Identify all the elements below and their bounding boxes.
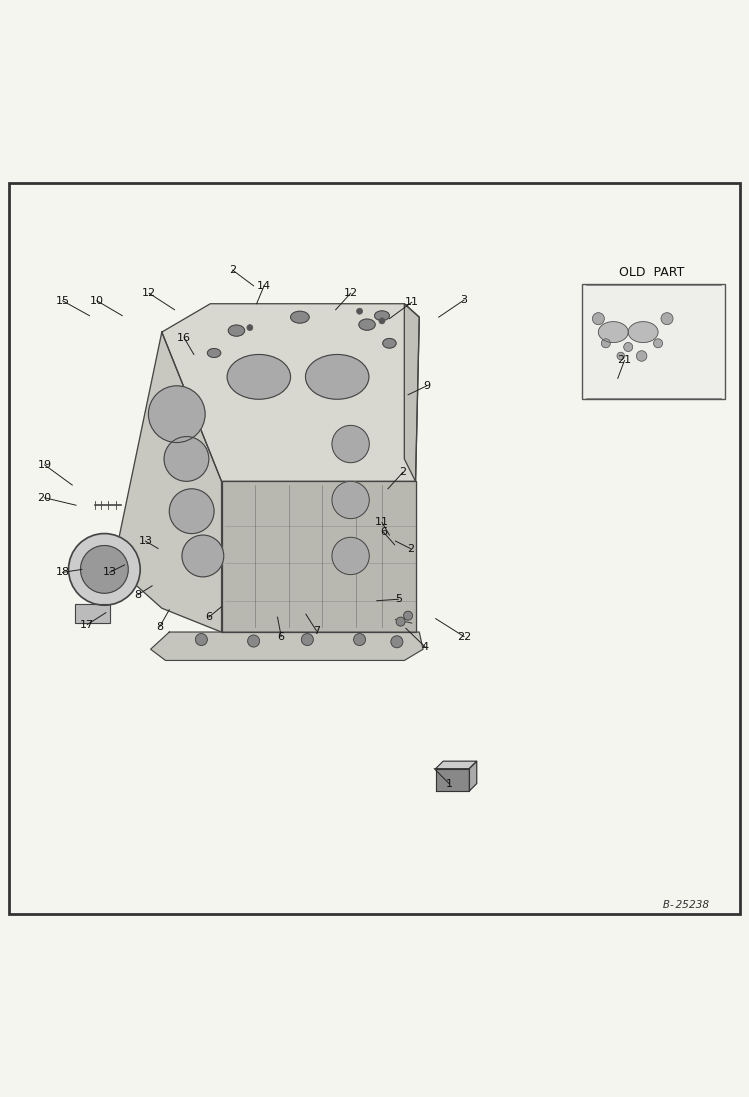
Text: 6: 6 [278,632,285,642]
Ellipse shape [359,319,375,330]
Text: 16: 16 [178,333,191,343]
Ellipse shape [374,310,389,320]
Circle shape [601,339,610,348]
Text: 7: 7 [313,625,320,635]
Circle shape [624,342,633,351]
Circle shape [637,351,647,361]
Text: 17: 17 [80,620,94,630]
Ellipse shape [207,349,221,358]
Circle shape [247,325,253,330]
Bar [74,604,110,623]
Polygon shape [404,304,419,482]
Bar [582,284,725,399]
Text: 12: 12 [142,289,157,298]
Ellipse shape [628,321,658,342]
Circle shape [332,482,369,519]
Polygon shape [113,332,222,632]
Text: 20: 20 [37,493,52,502]
Ellipse shape [228,325,245,336]
Text: 2: 2 [229,265,236,275]
Circle shape [396,618,405,626]
Text: 2: 2 [399,467,407,477]
Ellipse shape [291,312,309,324]
Circle shape [592,313,604,325]
Circle shape [248,635,260,647]
Text: 9: 9 [423,381,430,391]
Circle shape [391,636,403,647]
Text: 12: 12 [344,289,358,298]
Text: B-25238: B-25238 [663,901,710,911]
Polygon shape [222,482,416,632]
Text: 13: 13 [139,536,152,546]
Ellipse shape [306,354,369,399]
Circle shape [301,634,313,645]
Text: 13: 13 [103,567,117,577]
Text: OLD  PART: OLD PART [619,265,685,279]
Circle shape [354,634,366,645]
Circle shape [332,538,369,575]
Circle shape [379,318,385,324]
Ellipse shape [383,339,396,348]
Text: 1: 1 [446,779,452,789]
Polygon shape [162,304,419,482]
Text: 8: 8 [134,590,142,600]
Text: 10: 10 [90,296,104,306]
Text: 8: 8 [156,622,163,632]
Circle shape [195,634,207,645]
Polygon shape [436,761,476,769]
Ellipse shape [227,354,291,399]
Circle shape [182,535,224,577]
Circle shape [169,489,214,533]
Circle shape [148,386,205,442]
Text: 19: 19 [37,460,52,470]
Circle shape [654,339,663,348]
Polygon shape [436,769,470,791]
Circle shape [69,533,140,606]
Text: 6: 6 [205,612,212,622]
Circle shape [164,437,209,482]
Ellipse shape [598,321,628,342]
Circle shape [357,308,363,314]
Circle shape [617,352,625,360]
Text: 21: 21 [617,355,631,365]
Bar [74,604,110,623]
Text: 3: 3 [461,295,467,305]
Text: 6: 6 [380,527,387,538]
Text: 22: 22 [457,632,471,642]
Circle shape [80,545,128,593]
Text: 15: 15 [55,296,70,306]
Text: 18: 18 [55,567,70,577]
Circle shape [661,313,673,325]
Circle shape [332,426,369,463]
Text: 11: 11 [404,297,419,307]
Text: 14: 14 [257,281,271,291]
Text: 5: 5 [395,595,402,604]
Text: 11: 11 [375,518,389,528]
Text: 4: 4 [422,642,429,652]
Polygon shape [470,761,476,791]
Circle shape [404,611,413,620]
Text: 2: 2 [407,543,414,554]
Polygon shape [151,632,423,660]
